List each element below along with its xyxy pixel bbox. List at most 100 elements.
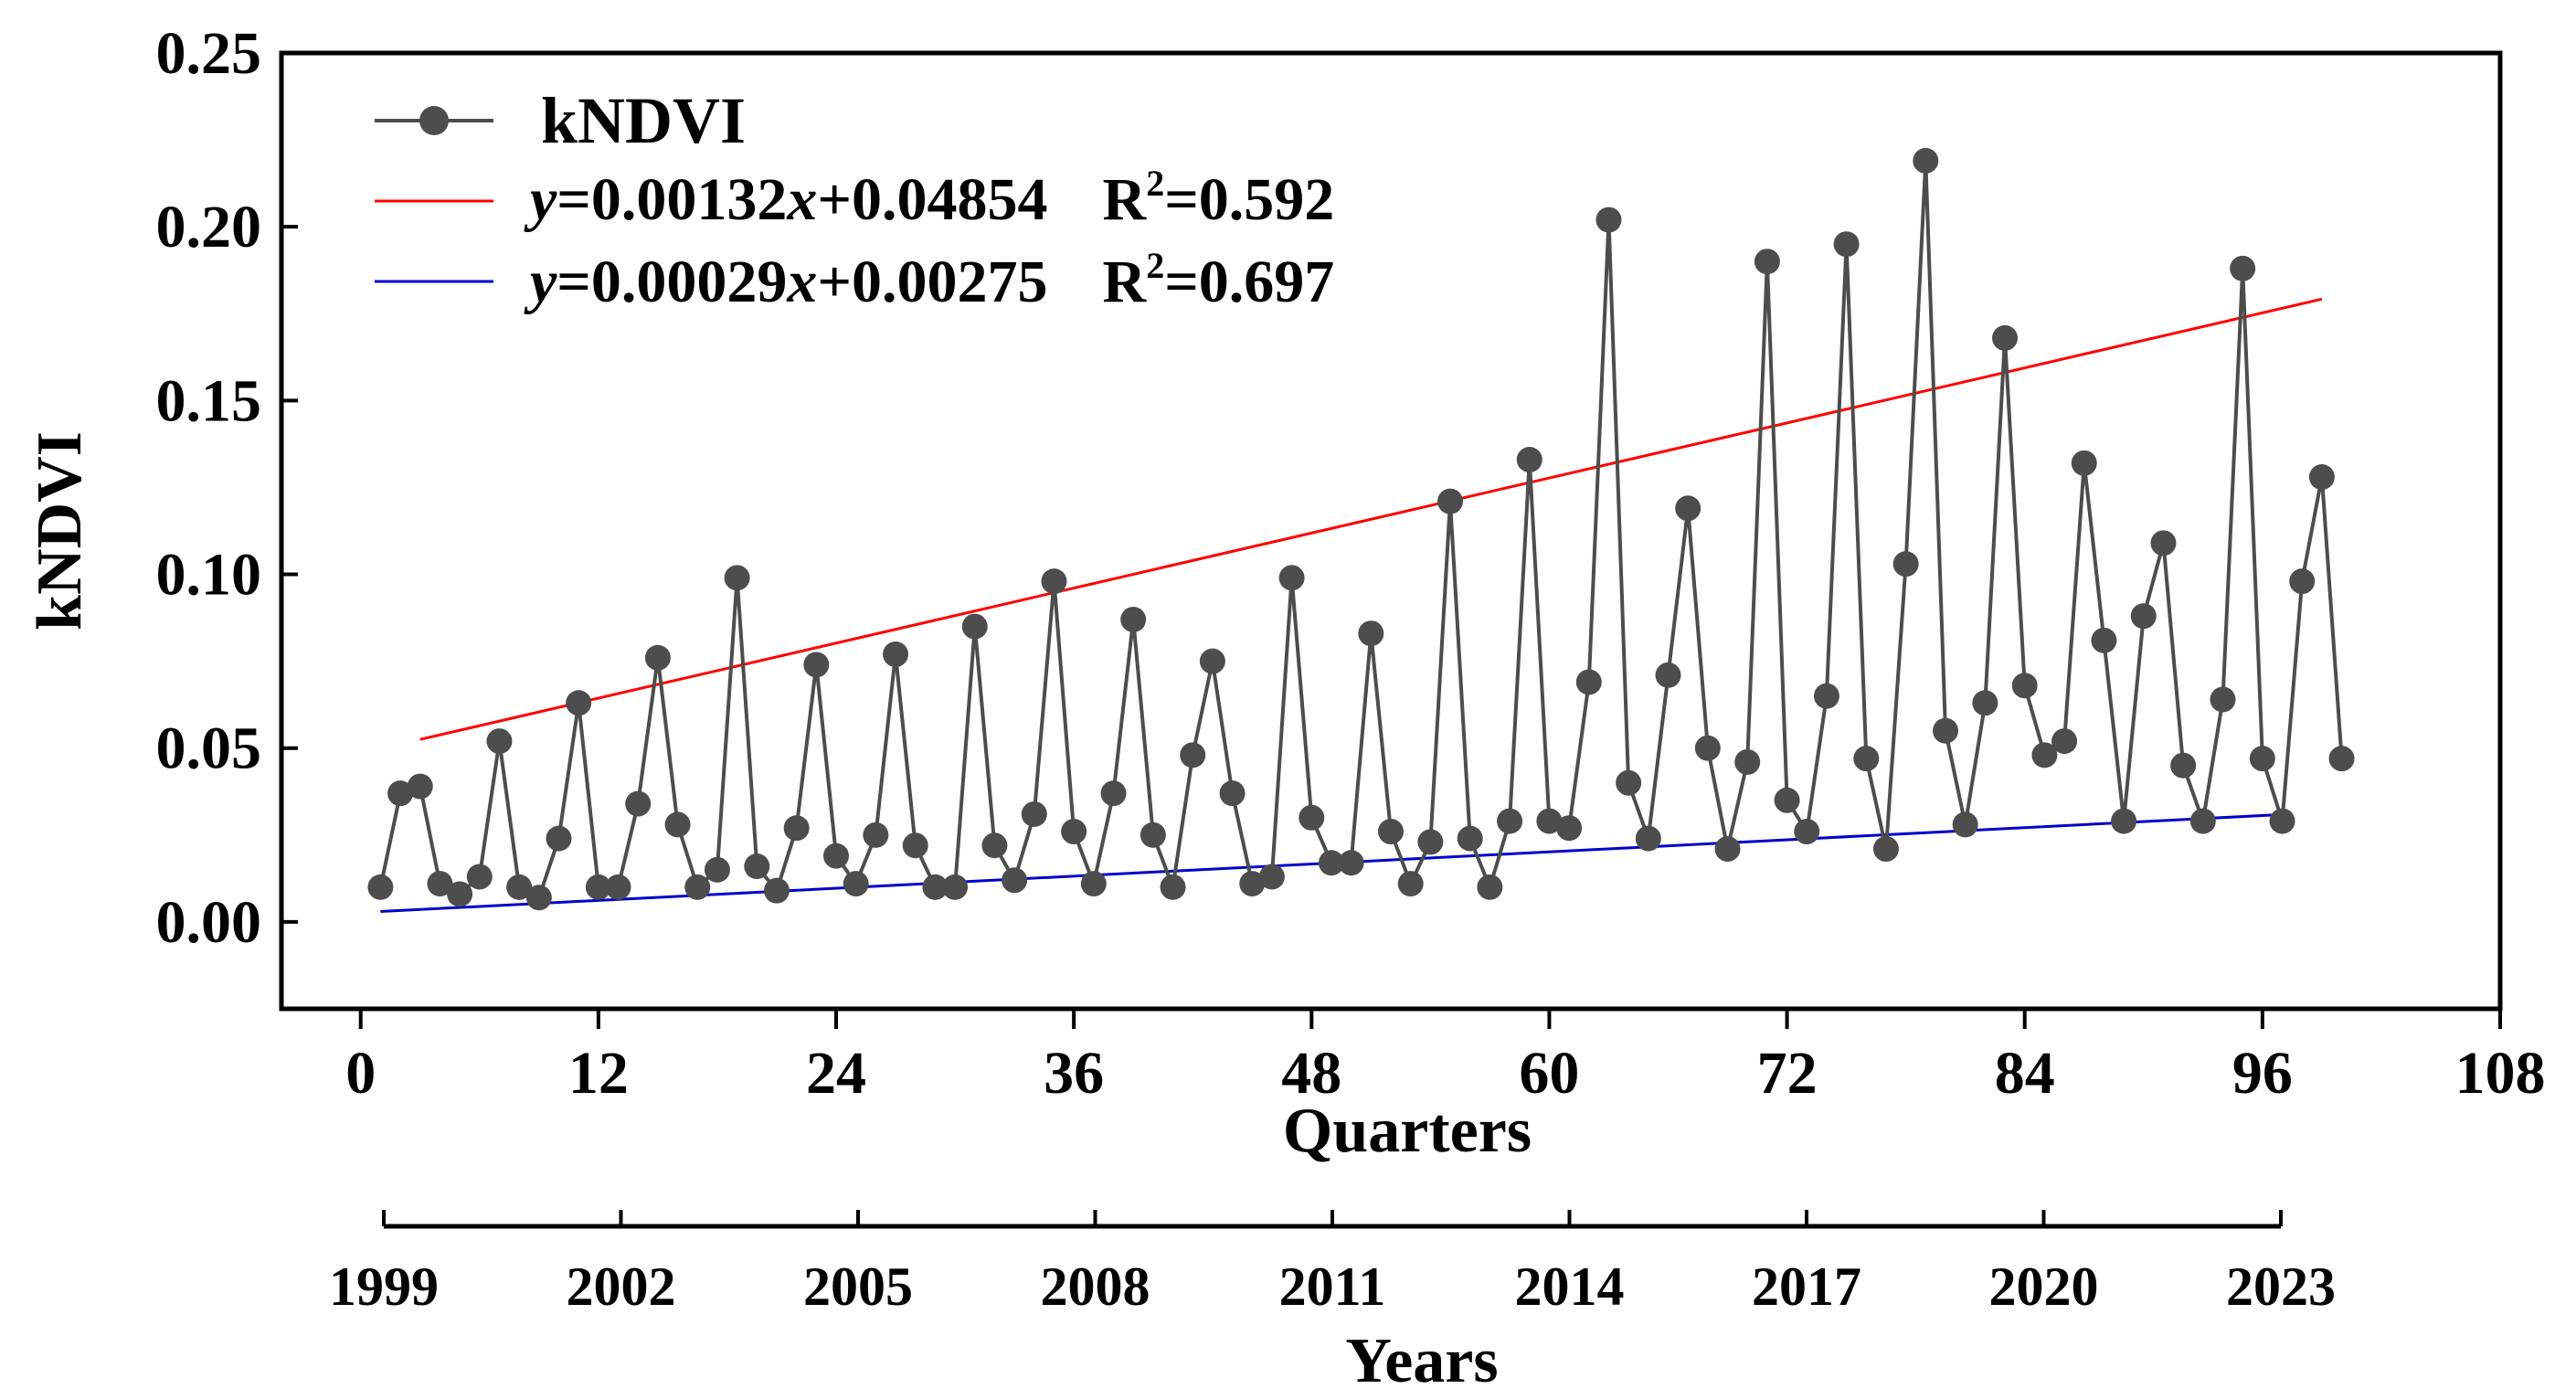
- x-tick-label: 48: [1281, 1040, 1341, 1107]
- kndvi-point: [1595, 207, 1622, 233]
- kndvi-point: [1675, 495, 1701, 522]
- kndvi-point: [1258, 864, 1285, 890]
- kndvi-point: [1417, 829, 1444, 855]
- year-label: 2014: [1515, 1256, 1625, 1317]
- kndvi-point: [744, 853, 770, 880]
- kndvi-point: [2130, 603, 2157, 630]
- kndvi-point: [724, 565, 750, 591]
- kndvi-point: [1952, 811, 1978, 838]
- kndvi-point: [981, 832, 1008, 859]
- y-tick-label: 0.00: [156, 889, 262, 956]
- kndvi-point: [863, 821, 889, 848]
- kndvi-point: [1992, 324, 2019, 351]
- kndvi-point: [367, 874, 394, 900]
- kndvi-point: [1635, 825, 1661, 852]
- kndvi-point: [2189, 808, 2216, 834]
- kndvi-point: [546, 825, 572, 852]
- kndvi-point: [2249, 746, 2275, 772]
- kndvi-point: [843, 871, 869, 897]
- x-tick-label: 0: [345, 1040, 376, 1107]
- year-label: 2005: [803, 1256, 913, 1317]
- kndvi-point: [1477, 874, 1503, 900]
- years-axis: 1999 2002 2005 2008 2011 2014 2017 2020 2023: [329, 1210, 2336, 1317]
- kndvi-series: [367, 147, 2355, 911]
- legend-kndvi-marker: [419, 106, 449, 135]
- year-label: 2011: [1279, 1256, 1386, 1317]
- kndvi-point: [1616, 769, 1642, 796]
- kndvi-point: [1556, 815, 1583, 842]
- y-tick-label: 0.20: [156, 194, 262, 260]
- kndvi-point: [2269, 808, 2295, 834]
- kndvi-point: [902, 832, 928, 859]
- kndvi-point: [1299, 804, 1325, 831]
- kndvi-point: [506, 874, 533, 900]
- y-tick-label: 0.15: [156, 367, 262, 434]
- kndvi-point: [1536, 808, 1563, 834]
- kndvi-point: [2091, 627, 2117, 653]
- x-tick-label: 84: [1995, 1040, 2055, 1107]
- kndvi-point: [823, 843, 849, 869]
- kndvi-point: [803, 652, 830, 678]
- kndvi-point: [961, 613, 988, 640]
- kndvi-point: [1278, 565, 1305, 591]
- kndvi-point: [1061, 819, 1087, 845]
- kndvi-point: [447, 881, 473, 907]
- y-tick-label: 0.10: [156, 542, 262, 609]
- kndvi-point: [1694, 735, 1721, 761]
- kndvi-point: [2210, 686, 2236, 713]
- kndvi-point: [1754, 249, 1780, 275]
- kndvi-point: [1021, 800, 1047, 827]
- kndvi-point: [922, 874, 949, 900]
- kndvi-point: [466, 864, 493, 890]
- year-label: 2017: [1752, 1256, 1861, 1317]
- kndvi-point: [525, 885, 552, 911]
- kndvi-point: [605, 874, 631, 900]
- trend-line-upper: [419, 297, 2323, 741]
- kndvi-point: [1497, 808, 1523, 834]
- x-tick-label: 36: [1044, 1040, 1104, 1107]
- kndvi-point: [2051, 728, 2078, 755]
- kndvi-point: [566, 690, 592, 716]
- kndvi-point: [1338, 850, 1364, 876]
- kndvi-point: [1219, 780, 1246, 807]
- kndvi-point: [783, 815, 810, 842]
- y-tick-label: 0.05: [156, 715, 262, 782]
- kndvi-point: [1080, 871, 1107, 897]
- kndvi-point: [1457, 825, 1483, 852]
- kndvi-point: [1813, 683, 1839, 709]
- legend: kNDVI y=0.00132x+0.04854 R2=0.592 y=0.000…: [375, 84, 1334, 315]
- kndvi-point: [1575, 669, 1602, 695]
- kndvi-point: [1516, 447, 1542, 473]
- kndvi-point: [1437, 488, 1464, 514]
- kndvi-point: [2111, 808, 2137, 834]
- kndvi-point: [1378, 819, 1404, 845]
- kndvi-point: [664, 811, 691, 838]
- kndvi-point: [2328, 746, 2355, 772]
- kndvi-point: [2150, 530, 2177, 556]
- x-tick-label: 108: [2455, 1040, 2546, 1107]
- kndvi-point: [1239, 871, 1266, 897]
- x-tick-label: 60: [1519, 1040, 1579, 1107]
- x-tick-label: 24: [806, 1040, 866, 1107]
- kndvi-point: [1714, 836, 1741, 863]
- kndvi-point: [1872, 836, 1899, 863]
- legend-kndvi-label: kNDVI: [541, 84, 746, 157]
- legend-red-label: y=0.00132x+0.04854 R2=0.592: [524, 163, 1334, 233]
- kndvi-point: [1774, 787, 1800, 813]
- kndvi-point: [684, 874, 711, 900]
- kndvi-point: [1397, 871, 1424, 897]
- kndvi-point: [2230, 255, 2256, 281]
- kndvi-line: [378, 160, 2344, 901]
- kndvi-point: [1180, 742, 1206, 768]
- kndvi-point: [1140, 821, 1166, 848]
- kndvi-point: [1041, 568, 1067, 595]
- kndvi-point: [585, 874, 611, 900]
- kndvi-point: [625, 790, 652, 817]
- kndvi-point: [1913, 147, 1939, 174]
- kndvi-point: [1892, 551, 1919, 578]
- year-label: 2002: [567, 1256, 676, 1317]
- kndvi-point: [1734, 748, 1761, 775]
- kndvi-point: [644, 644, 671, 671]
- plot-frame: [279, 50, 2503, 1012]
- kndvi-point: [2071, 450, 2097, 476]
